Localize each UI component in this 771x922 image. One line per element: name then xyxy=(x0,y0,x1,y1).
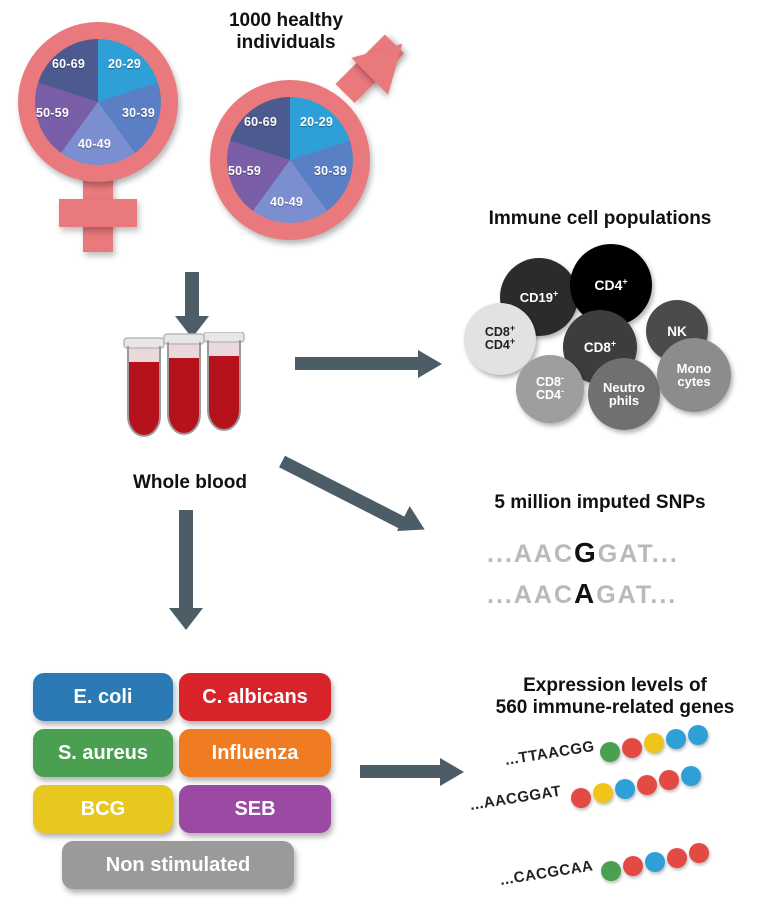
female-slice-label-20-29: 20-29 xyxy=(108,57,141,71)
arrow-blood-to-snp-head xyxy=(396,506,432,542)
expression-title-line2: 560 immune-related genes xyxy=(495,697,735,718)
expression-bead-3-3 xyxy=(645,852,665,872)
immune-cell-cd8neg-cd4neg-label: CD8- CD4- xyxy=(535,372,564,402)
stimulus-seb[interactable]: SEB xyxy=(179,785,331,833)
male-slice-label-40-49: 40-49 xyxy=(270,195,303,209)
snp-row2-pre: ...AAC xyxy=(487,581,574,609)
arrow-blood-to-stimuli-head xyxy=(169,608,203,630)
stimulus-bcg[interactable]: BCG xyxy=(33,785,173,833)
expression-sequence-3: ...CACGCAA xyxy=(498,857,595,889)
expression-bead-1-2 xyxy=(622,738,642,758)
arrow-blood-to-immune-line xyxy=(295,357,420,370)
immune-cell-monocytes-label: Mono cytes xyxy=(676,361,712,389)
snp-sequence-row2: ...AACAGAT... xyxy=(487,578,677,610)
expression-bead-2-1 xyxy=(571,788,591,808)
immune-cell-cd8neg-cd4neg: CD8- CD4- xyxy=(516,355,584,423)
expression-bead-3-1 xyxy=(601,861,621,881)
arrow-cohort-to-blood-head xyxy=(175,316,209,338)
expression-bead-1-5 xyxy=(688,725,708,745)
arrow-blood-to-immune-head xyxy=(418,350,442,378)
whole-blood-label: Whole blood xyxy=(133,472,247,493)
female-slice-label-50-59: 50-59 xyxy=(36,106,69,120)
stimulus-calbicans[interactable]: C. albicans xyxy=(179,673,331,721)
stimulus-non-stimulated[interactable]: Non stimulated xyxy=(62,841,294,889)
immune-cell-neutrophils: Neutro phils xyxy=(588,358,660,430)
stimulus-influenza[interactable]: Influenza xyxy=(179,729,331,777)
stimulus-calbicans-label: C. albicans xyxy=(202,685,308,708)
stimulus-ecoli[interactable]: E. coli xyxy=(33,673,173,721)
stimulus-saureus[interactable]: S. aureus xyxy=(33,729,173,777)
expression-bead-1-4 xyxy=(666,729,686,749)
immune-cell-neutrophils-label: Neutro phils xyxy=(603,380,645,408)
immune-cell-cd8-label: CD8+ xyxy=(583,338,617,355)
snp-row1-pre: ...AAC xyxy=(487,540,574,568)
snp-row2-post: GAT... xyxy=(596,581,678,609)
female-slice-label-60-69: 60-69 xyxy=(52,57,85,71)
snp-sequence-row1: ...AACGGAT... xyxy=(487,537,679,569)
male-pie xyxy=(227,97,353,223)
male-symbol: 20-29 30-39 40-49 50-59 60-69 xyxy=(200,25,430,255)
stimulus-seb-label: SEB xyxy=(234,797,276,820)
arrow-blood-to-stimuli-line xyxy=(179,510,193,610)
cohort-title: 1000 healthy individuals xyxy=(176,10,396,54)
immune-cell-cd8pos-cd4pos: CD8+ CD4+ xyxy=(464,303,536,375)
stimulus-bcg-label: BCG xyxy=(80,797,126,820)
arrow-cohort-to-blood-line xyxy=(185,272,199,318)
female-pie xyxy=(35,39,161,165)
expression-bead-3-5 xyxy=(689,843,709,863)
cohort-title-line2: individuals xyxy=(236,32,336,53)
male-slice-label-30-39: 30-39 xyxy=(314,164,347,178)
snp-row1-highlight: G xyxy=(574,537,598,568)
expression-bead-1-1 xyxy=(600,742,620,762)
immune-cell-cd19-label: CD19+ xyxy=(519,288,559,305)
stimulus-ecoli-label: E. coli xyxy=(73,685,133,708)
snp-title: 5 million imputed SNPs xyxy=(494,492,706,513)
snp-row2-highlight: A xyxy=(574,578,597,609)
male-slice-label-60-69: 60-69 xyxy=(244,115,277,129)
expression-bead-2-2 xyxy=(593,783,613,803)
expression-bead-2-6 xyxy=(681,766,701,786)
expression-bead-2-3 xyxy=(615,779,635,799)
arrow-stimuli-to-expression-head xyxy=(440,758,464,786)
immune-cell-nk-label: NK xyxy=(667,323,687,339)
female-slice-label-30-39: 30-39 xyxy=(122,106,155,120)
stimulus-saureus-label: S. aureus xyxy=(57,741,149,764)
female-slice-label-40-49: 40-49 xyxy=(78,137,111,151)
snp-row1-post: GAT... xyxy=(597,540,679,568)
expression-sequence-2: ...AACGGAT xyxy=(468,782,563,814)
immune-cell-cd8pos-cd4pos-label: CD8+ CD4+ xyxy=(484,322,516,352)
expression-title-line1: Expression levels of xyxy=(523,675,707,696)
female-stem-cross xyxy=(59,199,137,227)
male-slice-label-50-59: 50-59 xyxy=(228,164,261,178)
expression-title: Expression levels of 560 immune-related … xyxy=(470,675,760,719)
stimulus-influenza-label: Influenza xyxy=(211,741,299,764)
expression-bead-2-4 xyxy=(637,775,657,795)
expression-bead-2-5 xyxy=(659,770,679,790)
female-symbol: 20-29 30-39 40-49 50-59 60-69 xyxy=(10,14,195,254)
blood-tubes xyxy=(123,332,245,437)
expression-bead-3-2 xyxy=(623,856,643,876)
expression-bead-3-4 xyxy=(667,848,687,868)
immune-cell-monocytes: Mono cytes xyxy=(657,338,731,412)
immune-cell-cd4-label: CD4+ xyxy=(594,275,628,293)
male-slice-label-20-29: 20-29 xyxy=(300,115,333,129)
cohort-title-line1: 1000 healthy xyxy=(228,10,344,31)
stimulus-non-stimulated-label: Non stimulated xyxy=(105,853,251,876)
arrow-blood-to-snp-line xyxy=(279,455,406,529)
arrow-stimuli-to-expression-line xyxy=(360,765,442,778)
immune-title: Immune cell populations xyxy=(488,208,712,229)
expression-bead-1-3 xyxy=(644,733,664,753)
expression-sequence-1: ...TTAACGG xyxy=(503,737,596,769)
